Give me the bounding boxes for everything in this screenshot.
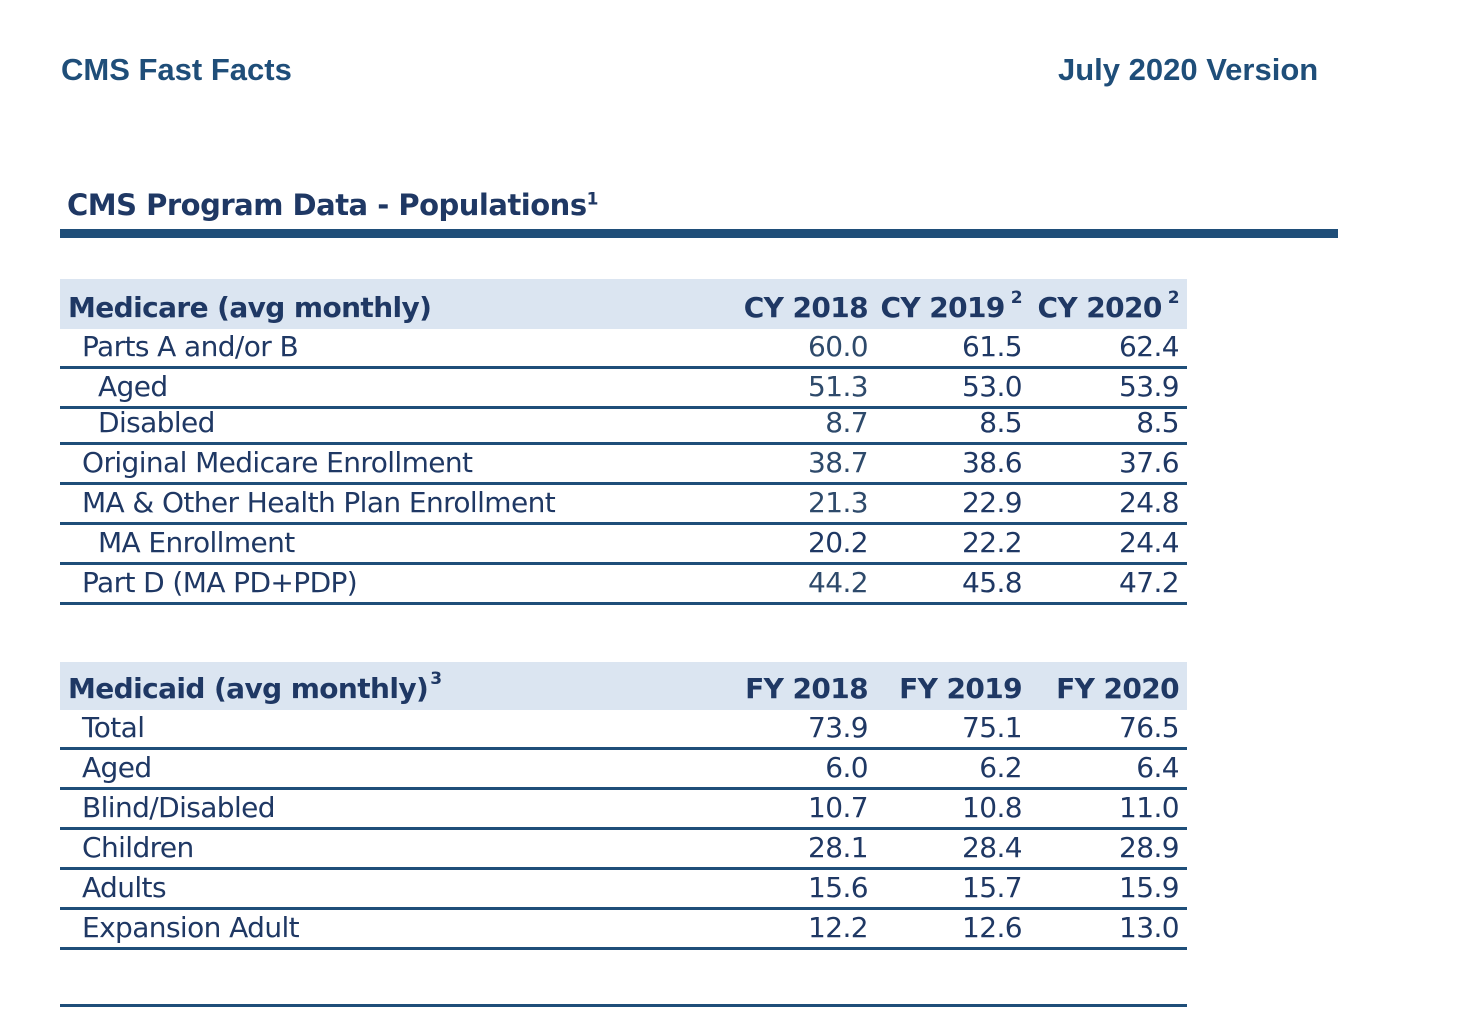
- row-label: Aged: [98, 370, 168, 403]
- cell-value: 8.7: [825, 406, 868, 439]
- column-header: CY 2018: [743, 291, 869, 324]
- cell-value: 37.6: [1119, 446, 1180, 479]
- cell-value: 47.2: [1119, 566, 1180, 599]
- column-header: FY 2018: [745, 672, 868, 705]
- column-footnote: 2: [1010, 287, 1023, 308]
- row-label: Part D (MA PD+PDP): [82, 566, 358, 599]
- cell-value: 6.0: [825, 751, 868, 784]
- cell-value: 10.8: [962, 791, 1023, 824]
- cell-value: 60.0: [808, 330, 869, 363]
- cell-value: 45.8: [962, 566, 1023, 599]
- row-label: Aged: [82, 751, 152, 784]
- medicaid-title: Medicaid (avg monthly) 3: [68, 668, 442, 705]
- cell-value: 38.7: [808, 446, 869, 479]
- table-row: Part D (MA PD+PDP) 44.2 45.8 47.2: [60, 565, 1187, 605]
- column-header-label: CY 2019: [880, 291, 1005, 324]
- cell-value: 24.8: [1119, 486, 1180, 519]
- cell-value: 73.9: [808, 711, 869, 744]
- cell-value: 61.5: [962, 330, 1023, 363]
- table-row: Expansion Adult 12.2 12.6 13.0: [60, 910, 1187, 950]
- cell-value: 44.2: [808, 566, 869, 599]
- cell-value: 28.1: [808, 831, 869, 864]
- table-row: Blind/Disabled 10.7 10.8 11.0: [60, 790, 1187, 830]
- cell-value: 24.4: [1119, 526, 1180, 559]
- cell-value: 20.2: [808, 526, 869, 559]
- column-footnote: 2: [1167, 287, 1180, 308]
- cell-value: 53.0: [962, 370, 1023, 403]
- table-row: Disabled 8.7 8.5 8.5: [60, 406, 1187, 445]
- cell-value: 8.5: [1136, 406, 1179, 439]
- cell-value: 21.3: [808, 486, 869, 519]
- table-row: MA Enrollment 20.2 22.2 24.4: [60, 525, 1187, 565]
- cell-value: 62.4: [1119, 330, 1180, 363]
- column-header-label: CY 2020: [1037, 291, 1162, 324]
- cell-value: 6.2: [979, 751, 1022, 784]
- table-row: Aged 51.3 53.0 53.9: [60, 369, 1187, 409]
- row-label: Blind/Disabled: [82, 791, 276, 824]
- column-header: FY 2019: [899, 672, 1022, 705]
- medicare-title: Medicare (avg monthly): [68, 291, 432, 324]
- row-label: Children: [82, 831, 194, 864]
- cell-value: 51.3: [808, 370, 869, 403]
- cell-value: 28.9: [1119, 831, 1180, 864]
- section-title-footnote: 1: [586, 189, 599, 210]
- row-label: Disabled: [98, 406, 215, 439]
- medicaid-title-text: Medicaid (avg monthly): [68, 672, 429, 705]
- cell-value: 28.4: [962, 831, 1023, 864]
- row-label: Adults: [82, 871, 167, 904]
- cell-value: 15.6: [808, 871, 869, 904]
- cell-value: 15.7: [962, 871, 1023, 904]
- bottom-divider: [60, 1004, 1187, 1007]
- medicare-header-row: Medicare (avg monthly) CY 2018 CY 2019 2 …: [60, 279, 1187, 329]
- medicaid-title-footnote: 3: [430, 668, 442, 689]
- section-title: CMS Program Data - Populations1: [67, 188, 598, 222]
- document-version: July 2020 Version: [1058, 52, 1319, 87]
- cell-value: 6.4: [1136, 751, 1179, 784]
- row-label: Expansion Adult: [82, 911, 300, 944]
- cell-value: 13.0: [1119, 911, 1180, 944]
- row-label: MA Enrollment: [98, 526, 295, 559]
- cell-value: 8.5: [979, 406, 1022, 439]
- table-row: MA & Other Health Plan Enrollment 21.3 2…: [60, 485, 1187, 525]
- column-header: CY 2019 2: [880, 287, 1023, 324]
- column-header: CY 2020 2: [1037, 287, 1180, 324]
- cell-value: 22.2: [962, 526, 1023, 559]
- medicaid-header-row: Medicaid (avg monthly) 3 FY 2018 FY 2019 …: [60, 662, 1187, 710]
- cell-value: 15.9: [1119, 871, 1180, 904]
- table-row: Adults 15.6 15.7 15.9: [60, 870, 1187, 910]
- cell-value: 53.9: [1119, 370, 1180, 403]
- document-header-title: CMS Fast Facts: [61, 52, 292, 87]
- column-header: FY 2020: [1056, 672, 1179, 705]
- medicaid-table: Medicaid (avg monthly) 3 FY 2018 FY 2019 …: [60, 662, 1187, 950]
- cell-value: 12.2: [808, 911, 869, 944]
- section-title-text: CMS Program Data - Populations: [67, 188, 587, 222]
- table-row: Original Medicare Enrollment 38.7 38.6 3…: [60, 445, 1187, 485]
- cell-value: 75.1: [962, 711, 1023, 744]
- cell-value: 76.5: [1119, 711, 1180, 744]
- row-label: Original Medicare Enrollment: [82, 446, 473, 479]
- cell-value: 38.6: [962, 446, 1023, 479]
- cell-value: 11.0: [1119, 791, 1180, 824]
- cell-value: 12.6: [962, 911, 1023, 944]
- row-label: Total: [82, 711, 145, 744]
- cell-value: 22.9: [962, 486, 1023, 519]
- table-row: Parts A and/or B 60.0 61.5 62.4: [60, 329, 1187, 369]
- table-row: Total 73.9 75.1 76.5: [60, 710, 1187, 750]
- cell-value: 10.7: [808, 791, 869, 824]
- table-row: Aged 6.0 6.2 6.4: [60, 750, 1187, 790]
- column-header-label: CY 2018: [743, 291, 869, 324]
- table-row: Children 28.1 28.4 28.9: [60, 830, 1187, 870]
- section-divider: [60, 229, 1338, 238]
- row-label: Parts A and/or B: [82, 330, 299, 363]
- row-label: MA & Other Health Plan Enrollment: [82, 486, 556, 519]
- medicare-table: Medicare (avg monthly) CY 2018 CY 2019 2 …: [60, 279, 1187, 605]
